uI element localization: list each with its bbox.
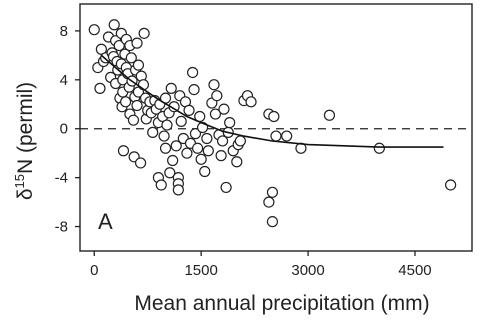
data-point	[266, 216, 279, 228]
data-point	[159, 142, 172, 154]
data-point	[181, 147, 193, 159]
x-tick-label: 3000	[291, 262, 324, 279]
data-point	[175, 115, 187, 127]
data-point	[268, 110, 280, 123]
y-tick-label: 4	[60, 72, 68, 89]
data-point	[165, 82, 177, 94]
y-tick-label: -4	[55, 170, 68, 187]
data-point	[266, 186, 279, 198]
data-point	[155, 179, 167, 191]
x-tick-label: 0	[90, 262, 98, 279]
y-tick-label: -8	[55, 219, 68, 236]
data-point	[192, 142, 204, 154]
data-point	[245, 96, 257, 108]
data-point	[132, 59, 145, 71]
data-point	[270, 130, 282, 142]
data-point	[131, 37, 143, 49]
data-point	[189, 128, 202, 140]
y-axis-title-prefix: δ	[14, 188, 37, 200]
data-point	[218, 103, 230, 115]
data-point	[158, 130, 170, 142]
data-point	[215, 150, 227, 162]
data-point	[113, 39, 125, 52]
y-tick-label: 8	[60, 23, 68, 40]
data-point	[138, 27, 150, 39]
data-point	[172, 184, 184, 196]
data-point	[94, 82, 106, 94]
x-axis-title: Mean annual precipitation (mm)	[134, 292, 429, 315]
fit-curve	[100, 54, 444, 148]
data-point	[231, 156, 243, 168]
data-point	[88, 24, 100, 36]
data-point	[220, 181, 232, 194]
y-axis-title-superscript: 15	[12, 174, 27, 188]
x-tick-label: 1500	[184, 262, 217, 279]
data-point	[263, 196, 275, 208]
data-point	[373, 142, 385, 154]
data-point	[147, 126, 159, 138]
data-point	[187, 66, 199, 79]
y-axis-title-main: N (permil)	[14, 82, 37, 174]
data-point	[134, 157, 147, 169]
data-point	[201, 132, 213, 145]
data-point	[117, 145, 130, 157]
data-point	[323, 109, 336, 121]
plot-frame	[79, 3, 473, 252]
data-point	[202, 145, 214, 157]
y-axis-title: δ15N (permil)	[12, 82, 37, 200]
data-point	[445, 179, 457, 191]
data-point	[281, 130, 293, 142]
data-point	[234, 135, 246, 147]
data-point	[216, 135, 229, 147]
data-point	[208, 79, 220, 91]
panel-label: A	[98, 209, 113, 234]
y-tick-label: 0	[60, 121, 68, 138]
x-tick-label: 4500	[398, 262, 431, 279]
data-point	[167, 154, 179, 167]
data-point	[125, 52, 137, 64]
data-point	[161, 119, 173, 131]
data-point	[120, 96, 132, 108]
data-point	[183, 104, 195, 116]
data-point	[211, 90, 223, 102]
data-point	[131, 99, 143, 112]
data-point	[108, 19, 120, 31]
data-point	[195, 153, 207, 165]
data-point	[188, 83, 200, 96]
data-point	[209, 108, 222, 120]
data-point	[164, 167, 176, 179]
data-point	[224, 117, 236, 129]
data-point	[127, 114, 140, 126]
data-point	[170, 140, 182, 152]
data-point	[168, 101, 180, 113]
plot-area: 0 1500 3000 4500 8 4 0 -4 -8	[55, 3, 473, 279]
data-point	[199, 165, 211, 178]
